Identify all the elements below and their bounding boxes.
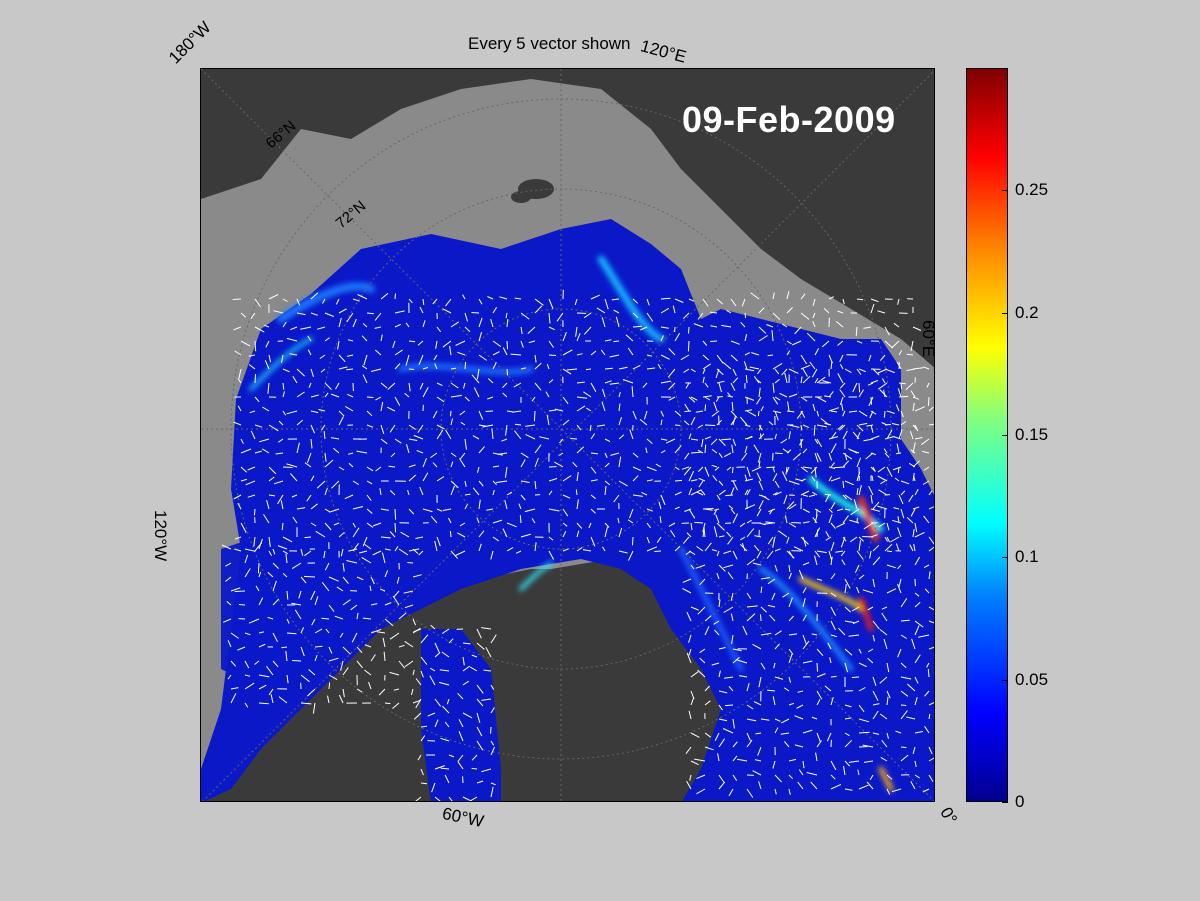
greenland-landmass <box>501 559 681 801</box>
colorbar-tick-mark <box>1002 190 1008 192</box>
figure-title: Every 5 vector shown <box>468 34 631 53</box>
colorbar-tick-label: 0.25 <box>1015 180 1049 200</box>
lon-label-120w: 120°W <box>151 510 170 562</box>
colorbar-tick-mark <box>1002 435 1008 436</box>
colorbar-tick-mark <box>1002 679 1008 681</box>
lon-label-60e: 60°E <box>919 320 938 358</box>
velocity-vectors <box>221 289 934 801</box>
ice-baffin <box>421 629 501 801</box>
polar-map: 66°N 72°N <box>201 69 934 801</box>
colorbar-tick-label: 0.05 <box>1015 669 1049 689</box>
colorbar-tick-label: 0.15 <box>1015 425 1049 444</box>
lon-label-60w: 60°W <box>440 803 486 832</box>
colorbar-tick-label: 0 <box>1015 792 1025 811</box>
colorbar-tick-mark <box>1002 557 1008 559</box>
colorbar-tick-label: 0.1 <box>1015 547 1039 567</box>
lon-label-120e: 120°E <box>638 36 689 67</box>
map-panel: 66°N 72°N <box>200 68 935 802</box>
island-b <box>511 191 531 203</box>
colorbar-tick-mark <box>1002 802 1008 803</box>
graticule <box>201 69 934 801</box>
lon-label-180w: 180°W <box>165 17 215 68</box>
lon-label-0: 0° <box>936 803 961 828</box>
date-label: 09-Feb-2009 <box>682 99 896 140</box>
colorbar-tick-label: 0.2 <box>1015 302 1039 322</box>
ice-velocity-field <box>201 219 934 801</box>
colorbar-tick-mark <box>1002 312 1008 314</box>
